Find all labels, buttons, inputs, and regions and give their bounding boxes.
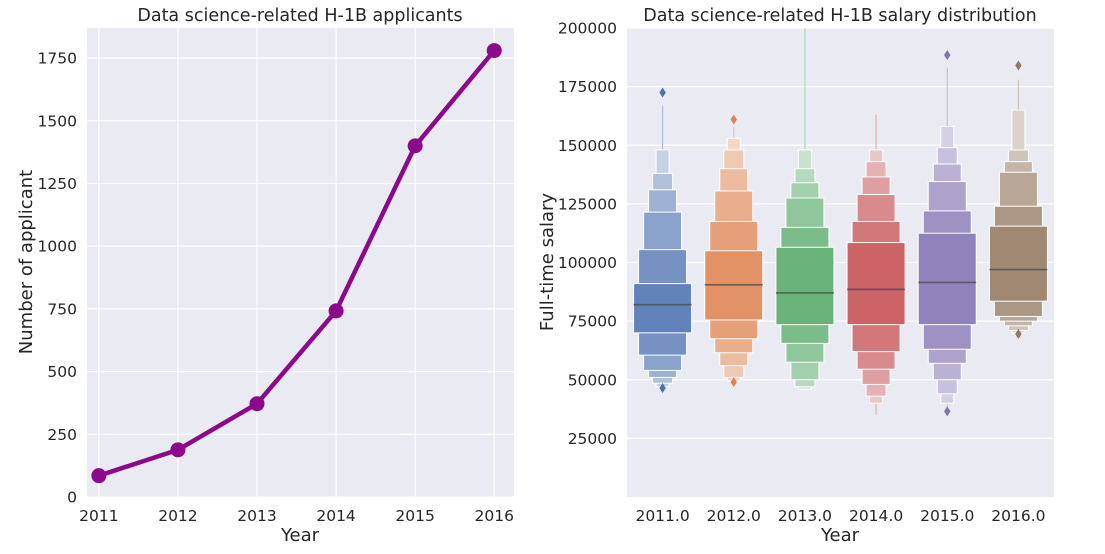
- box-level: [775, 246, 835, 326]
- outlier-point: [659, 87, 666, 98]
- left-y-tick-label: 1250: [38, 175, 77, 193]
- left-y-tick-label: 500: [47, 363, 77, 381]
- right-y-tick-label: 200000: [558, 20, 617, 38]
- right-boxes-layer: [633, 28, 1048, 417]
- right-gridlines: [627, 27, 1054, 439]
- left-x-tick-label: 2015: [395, 507, 434, 525]
- right-x-tick-label: 2013.0: [778, 507, 832, 525]
- box-level: [917, 232, 977, 326]
- right-y-tick-label: 50000: [568, 371, 617, 389]
- data-point: [249, 396, 265, 412]
- right-y-tick-label: 150000: [558, 137, 617, 155]
- data-point: [91, 468, 107, 484]
- right-y-tick-label: 175000: [558, 78, 617, 96]
- data-point: [486, 43, 502, 59]
- left-y-tick-label: 1500: [38, 112, 77, 130]
- right-chart-title: Data science-related H-1B salary distrib…: [643, 6, 1036, 26]
- right-y-tick-label: 100000: [558, 254, 617, 272]
- left-y-tick-label: 250: [47, 426, 77, 444]
- left-x-tick-label: 2012: [158, 507, 197, 525]
- outlier-point: [730, 114, 737, 125]
- left-x-tick-label: 2013: [237, 507, 276, 525]
- outlier-point: [944, 49, 951, 60]
- right-x-tick-label: 2016.0: [991, 507, 1045, 525]
- left-gridlines: [87, 28, 514, 498]
- salary-boxen-chart: 2011.0 2012.0 2013.0 2014.0 2015.0 2016.0 250…: [537, 6, 1054, 546]
- left-y-tick-label: 1750: [38, 50, 77, 68]
- data-point: [328, 303, 344, 319]
- box-level: [988, 225, 1048, 302]
- data-point: [170, 442, 186, 458]
- right-y-tick-labels: 25000 50000 75000 100000 125000 150000 175000 2…: [558, 20, 617, 448]
- left-x-tick-label: 2016: [475, 507, 514, 525]
- right-x-tick-label: 2012.0: [707, 507, 761, 525]
- box-level: [633, 283, 693, 334]
- series-line: [98, 49, 496, 478]
- left-chart-title: Data science-related H-1B applicants: [137, 6, 462, 26]
- left-plot-background: [87, 28, 514, 497]
- outlier-point: [730, 377, 737, 388]
- left-y-tick-label: 750: [47, 300, 77, 318]
- right-y-tick-label: 125000: [558, 195, 617, 213]
- outlier-point: [944, 406, 951, 417]
- left-y-axis-label: Number of applicant: [16, 170, 37, 354]
- left-x-tick-label: 2011: [79, 507, 118, 525]
- outlier-point: [1015, 60, 1022, 71]
- right-x-tick-label: 2011.0: [635, 507, 689, 525]
- outlier-point: [1015, 329, 1022, 340]
- right-x-tick-label: 2015.0: [920, 507, 974, 525]
- left-x-axis-label: Year: [280, 525, 320, 546]
- data-point: [407, 138, 423, 154]
- right-x-tick-label: 2014.0: [849, 507, 903, 525]
- applicants-line-chart: 2011 2012 2013 2014 2015 2016 0 250 500 750 1000 1…: [16, 6, 514, 546]
- right-y-axis-label: Full-time salary: [537, 193, 558, 332]
- right-y-tick-label: 25000: [568, 430, 617, 448]
- right-x-axis-label: Year: [820, 525, 860, 546]
- box-level: [846, 242, 906, 326]
- left-series-layer: [91, 43, 502, 484]
- right-x-tick-labels: 2011.0 2012.0 2013.0 2014.0 2015.0 2016.0: [635, 507, 1045, 525]
- left-y-tick-label: 0: [67, 489, 77, 507]
- left-x-tick-label: 2014: [316, 507, 355, 525]
- left-y-tick-label: 1000: [38, 238, 77, 256]
- left-y-tick-labels: 0 250 500 750 1000 1250 1500 1750: [38, 50, 77, 507]
- left-x-tick-labels: 2011 2012 2013 2014 2015 2016: [79, 507, 514, 525]
- right-y-tick-label: 75000: [568, 313, 617, 331]
- outlier-point: [659, 382, 666, 393]
